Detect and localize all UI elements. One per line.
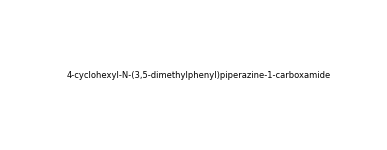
- Text: 4-cyclohexyl-N-(3,5-dimethylphenyl)piperazine-1-carboxamide: 4-cyclohexyl-N-(3,5-dimethylphenyl)piper…: [66, 71, 330, 80]
